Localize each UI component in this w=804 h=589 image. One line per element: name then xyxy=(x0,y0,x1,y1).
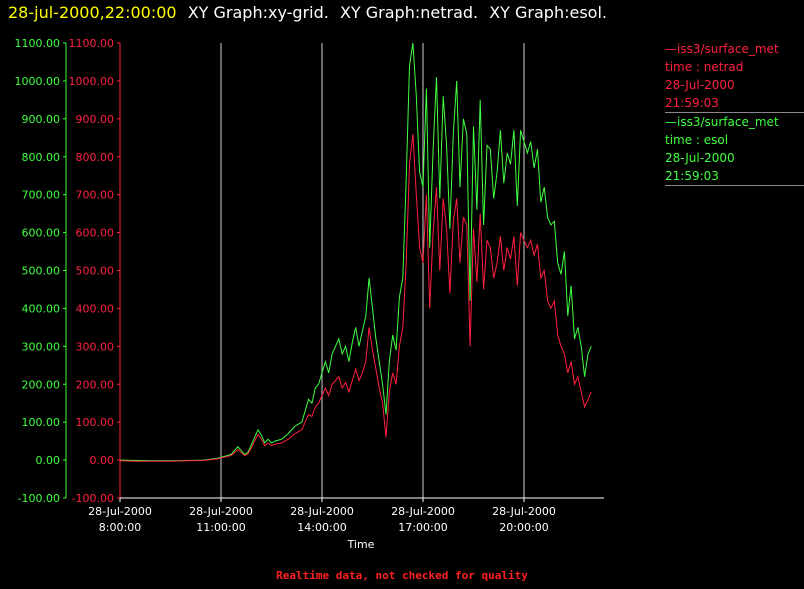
y-tick-label: 500.00 xyxy=(22,265,61,278)
y-tick-label: 0.00 xyxy=(90,454,115,467)
legend-variable: time : netrad xyxy=(665,60,744,74)
y-tick-label: 400.00 xyxy=(76,302,115,315)
title-bar: 28-jul-2000,22:00:00 XY Graph:xy-grid. X… xyxy=(8,2,607,26)
y-tick-label: 700.00 xyxy=(76,189,115,202)
series-layer xyxy=(119,42,592,462)
x-tick-time: 8:00:00 xyxy=(99,521,141,534)
y-tick-label: 1100.00 xyxy=(69,37,115,50)
legend-date: 28-Jul-2000 xyxy=(665,151,735,165)
x-ticks: 28-Jul-2000 8:00:00 28-Jul-2000 11:00:00 28-… xyxy=(88,498,556,534)
y-tick-label: 900.00 xyxy=(22,113,61,126)
y-tick-label: 300.00 xyxy=(22,340,61,353)
y-tick-label: -100.00 xyxy=(72,492,114,505)
legend-time: 21:59:03 xyxy=(665,169,719,183)
y-tick-label: 900.00 xyxy=(76,113,115,126)
y-tick-label: 600.00 xyxy=(76,227,115,240)
x-tick-time: 17:00:00 xyxy=(398,521,447,534)
y-tick-label: 1100.00 xyxy=(15,37,61,50)
legend-date: 28-Jul-2000 xyxy=(665,78,735,92)
legend-variable: time : esol xyxy=(665,133,729,147)
quality-note: Realtime data, not checked for quality xyxy=(276,569,528,582)
y-tick-label: 100.00 xyxy=(22,416,61,429)
y-tick-label: 1000.00 xyxy=(69,75,115,88)
y-tick-label: 400.00 xyxy=(22,302,61,315)
grid-lines xyxy=(220,43,525,498)
y-tick-label: 800.00 xyxy=(22,151,61,164)
x-tick-date: 28-Jul-2000 xyxy=(88,505,152,518)
legend-source: —iss3/surface_met xyxy=(665,115,779,129)
y-tick-label: 700.00 xyxy=(22,189,61,202)
legend-entry-esol: —iss3/surface_met time : esol 28-Jul-200… xyxy=(665,113,804,186)
legend-time: 21:59:03 xyxy=(665,96,719,110)
y-ticks: 1100.00 1100.00 1000.00 1000.00 900.00 900.00… xyxy=(15,37,120,505)
legend: —iss3/surface_met time : netrad 28-Jul-2… xyxy=(665,40,804,186)
series-line-esol xyxy=(119,42,592,462)
x-axis-label: Time xyxy=(347,538,375,551)
y-tick-label: 500.00 xyxy=(76,265,115,278)
x-tick-time: 20:00:00 xyxy=(499,521,548,534)
y-tick-label: -100.00 xyxy=(18,492,60,505)
title-timestamp: 28-jul-2000,22:00:00 xyxy=(8,3,177,22)
y-tick-label: 100.00 xyxy=(76,416,115,429)
y-tick-label: 600.00 xyxy=(22,227,61,240)
y-tick-label: 0.00 xyxy=(36,454,61,467)
title-graph-netrad: XY Graph:netrad. xyxy=(339,3,479,22)
x-tick-date: 28-Jul-2000 xyxy=(290,505,354,518)
x-tick-date: 28-Jul-2000 xyxy=(492,505,556,518)
y-tick-label: 1000.00 xyxy=(15,75,61,88)
x-tick-time: 14:00:00 xyxy=(297,521,346,534)
y-tick-label: 200.00 xyxy=(76,378,115,391)
y-tick-label: 800.00 xyxy=(76,151,115,164)
y-tick-label: 300.00 xyxy=(76,340,115,353)
y-tick-label: 200.00 xyxy=(22,378,61,391)
x-tick-date: 28-Jul-2000 xyxy=(189,505,253,518)
legend-source: —iss3/surface_met xyxy=(665,42,779,56)
legend-entry-netrad: —iss3/surface_met time : netrad 28-Jul-2… xyxy=(665,40,804,113)
x-tick-time: 11:00:00 xyxy=(196,521,245,534)
x-tick-date: 28-Jul-2000 xyxy=(391,505,455,518)
series-line-netrad xyxy=(119,133,592,462)
title-graph-esol: XY Graph:esol. xyxy=(489,3,607,22)
title-graph-xy-grid: XY Graph:xy-grid. xyxy=(187,3,329,22)
